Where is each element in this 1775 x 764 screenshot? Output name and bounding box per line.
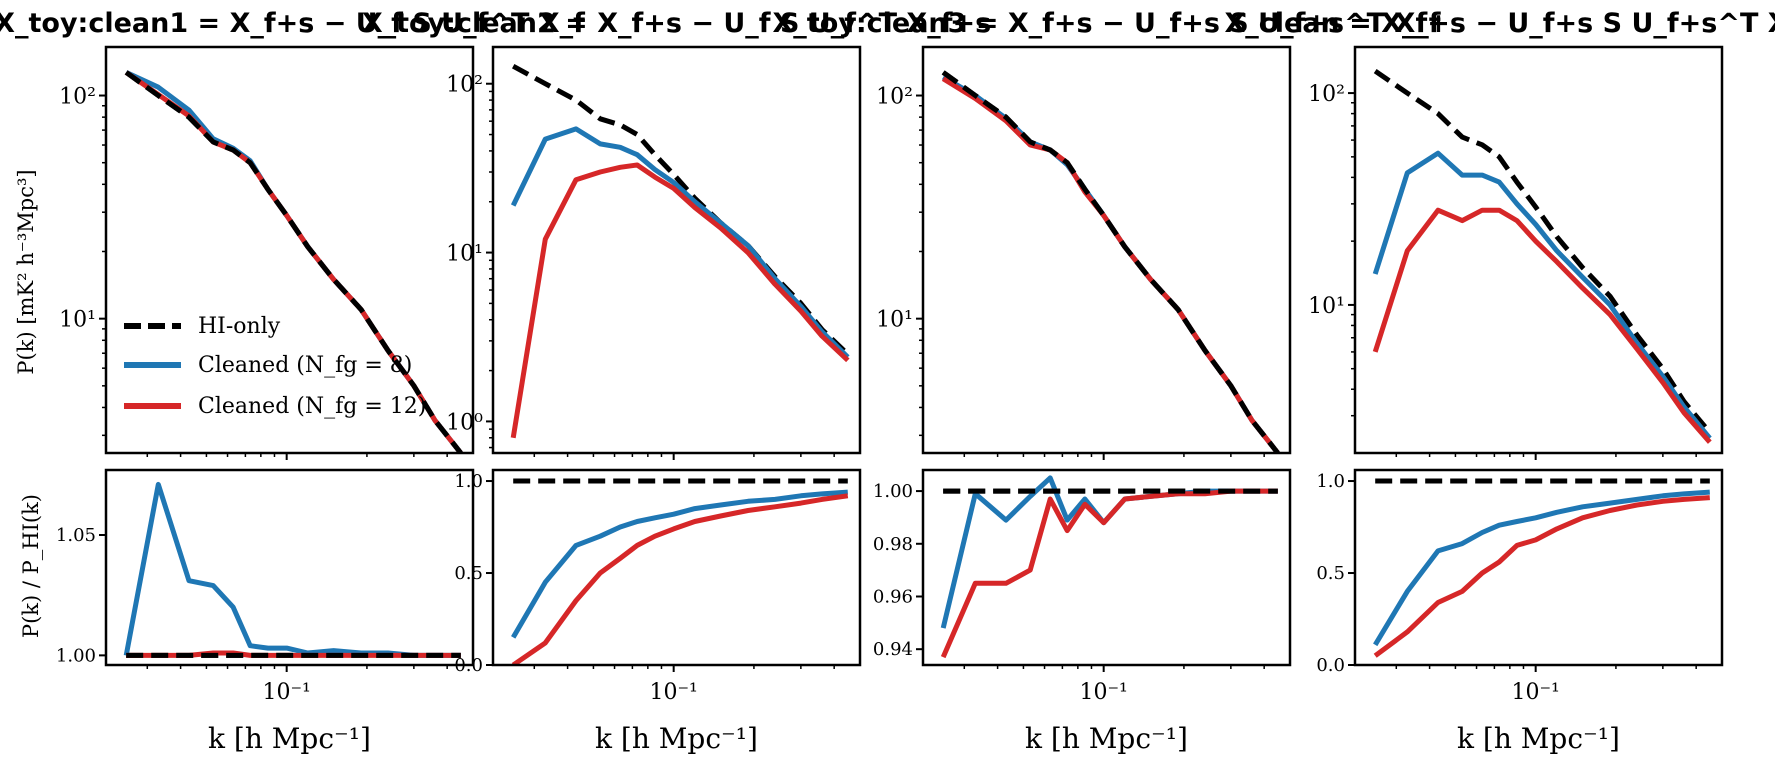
legend-label: HI-only xyxy=(198,314,281,339)
x-tick-label: 10⁻¹ xyxy=(1079,680,1127,705)
ratio-y-tick-label: 0.98 xyxy=(873,534,913,555)
ratio-y-tick-label: 1.0 xyxy=(454,471,483,492)
series-line-hi xyxy=(1373,69,1712,435)
y-tick-label: 10² xyxy=(59,85,96,110)
legend-label: Cleaned (N_fg = 8) xyxy=(198,353,412,378)
ratio-line-c8 xyxy=(511,489,848,639)
x-axis-label: k [h Mpc⁻¹] xyxy=(208,722,371,755)
panel-title: X_clean = X_f+s − U_f+s S U_f+s^T X_f+s xyxy=(1224,8,1775,39)
panels: X_toy:clean1 = X_f+s − U_f S U_f^T X_f 10… xyxy=(0,8,1775,755)
panel-title: X_toy:clean3 = X_f+s − U_f+s S U_f+s^T X… xyxy=(772,8,1440,39)
ratio-y-tick-label: 0.0 xyxy=(454,655,483,676)
x-axis-label: k [h Mpc⁻¹] xyxy=(1457,722,1620,755)
x-axis-label: k [h Mpc⁻¹] xyxy=(1025,722,1188,755)
ratio-line-c8 xyxy=(940,475,1278,629)
ratio-plot-area xyxy=(511,478,849,665)
series-line-hi-overlay xyxy=(941,70,1280,453)
ratio-frame xyxy=(491,468,862,667)
x-tick-label: 10⁻¹ xyxy=(1511,680,1559,705)
ratio-line-c12 xyxy=(940,488,1278,659)
ylabel-top: P(k) [mK² h⁻³Mpc³] xyxy=(14,169,38,374)
ratio-line-c12 xyxy=(511,493,849,665)
y-tick-label: 10² xyxy=(1308,82,1345,107)
legend: HI-only Cleaned (N_fg = 8) Cleaned (N_fg =… xyxy=(124,314,426,419)
series-line-hi-overlay xyxy=(124,70,463,453)
panel-1: X_toy:clean1 = X_f+s − U_f S U_f^T X_f 10… xyxy=(0,8,585,755)
y-tick-label: 10² xyxy=(446,73,483,98)
y-tick-label: 10² xyxy=(876,85,913,110)
series-line-c12 xyxy=(941,76,1280,453)
top-plot-area xyxy=(124,70,463,453)
ratio-plot-area xyxy=(940,475,1278,659)
y-tick-label: 10⁰ xyxy=(446,410,483,435)
top-plot-area xyxy=(941,70,1280,453)
panel-title: X_toy:clean1 = X_f+s − U_f S U_f^T X_f xyxy=(0,8,585,39)
ratio-frame xyxy=(921,468,1292,667)
panel-2: X_toy:clean2 = X_f+s − U_f S U_f^T X_f+s… xyxy=(362,8,991,755)
top-plot-area xyxy=(1372,69,1712,444)
ratio-y-tick-label: 0.5 xyxy=(454,563,483,584)
top-frame xyxy=(921,45,1292,455)
y-tick-label: 10¹ xyxy=(876,308,913,333)
series-line-c8 xyxy=(1372,150,1712,440)
series-line-c12 xyxy=(1372,207,1712,444)
ratio-line-c12 xyxy=(1373,495,1710,658)
ratio-y-tick-label: 1.00 xyxy=(56,645,96,666)
series-line-c8 xyxy=(941,74,1280,453)
ratio-y-tick-label: 0.94 xyxy=(873,639,913,660)
ratio-y-tick-label: 0.0 xyxy=(1316,655,1345,676)
series-line-c12 xyxy=(510,162,850,439)
ylabel-bottom: P(k) / P_HI(k) xyxy=(19,494,43,638)
ratio-plot-area xyxy=(123,481,461,658)
x-tick-label: 10⁻¹ xyxy=(262,680,310,705)
x-axis-label: k [h Mpc⁻¹] xyxy=(595,722,758,755)
series-line-hi xyxy=(941,70,1280,453)
ratio-y-tick-label: 1.05 xyxy=(56,525,96,546)
series-line-c8 xyxy=(510,126,850,359)
y-tick-label: 10¹ xyxy=(1308,294,1345,319)
ratio-y-tick-label: 0.96 xyxy=(873,586,913,607)
top-plot-area xyxy=(510,64,850,439)
panel-title: X_toy:clean2 = X_f+s − U_f S U_f^T X_f+s xyxy=(362,8,991,39)
ratio-line-c8 xyxy=(1373,489,1710,647)
ratio-plot-area xyxy=(1373,478,1710,658)
top-frame xyxy=(491,45,862,455)
top-frame xyxy=(104,45,475,455)
x-tick-label: 10⁻¹ xyxy=(649,680,697,705)
legend-label: Cleaned (N_fg = 12) xyxy=(198,394,426,419)
ratio-y-tick-label: 1.0 xyxy=(1316,471,1345,492)
y-tick-label: 10¹ xyxy=(446,242,483,267)
ratio-y-tick-label: 0.5 xyxy=(1316,563,1345,584)
top-frame xyxy=(1353,45,1724,455)
panel-3: X_toy:clean3 = X_f+s − U_f+s S U_f+s^T X… xyxy=(772,8,1440,755)
panel-4: X_clean = X_f+s − U_f+s S U_f+s^T X_f+s 1… xyxy=(1224,8,1775,755)
ratio-frame xyxy=(1353,468,1724,667)
ratio-frame xyxy=(104,468,475,667)
ratio-line-c8 xyxy=(123,481,461,658)
y-tick-label: 10¹ xyxy=(59,308,96,333)
ratio-y-tick-label: 1.00 xyxy=(873,481,913,502)
